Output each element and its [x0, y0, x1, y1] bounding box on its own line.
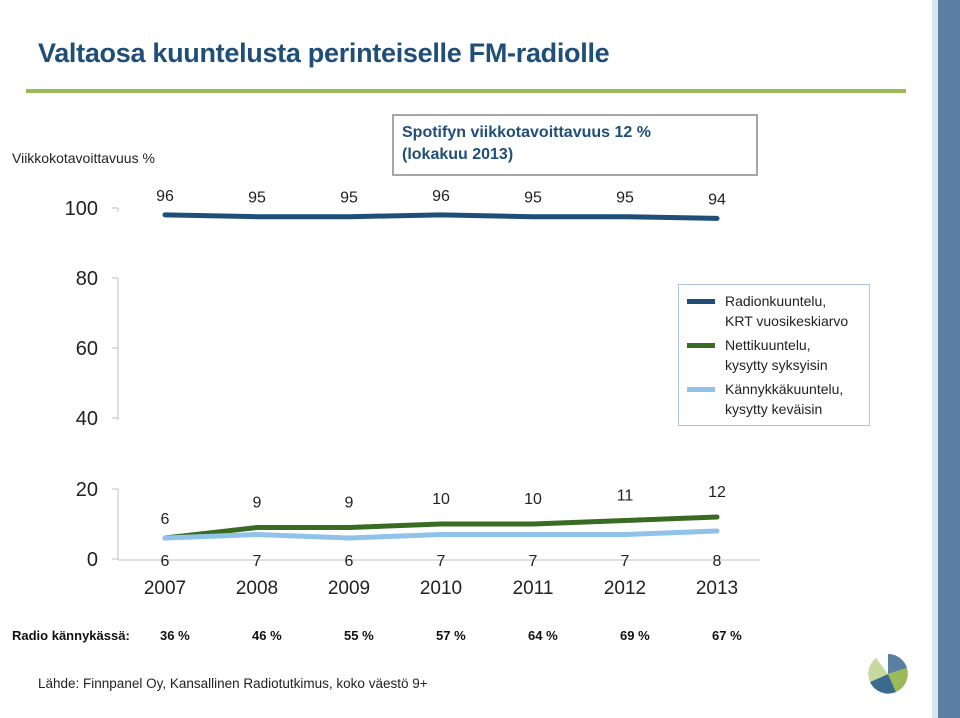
data-label: 95 [524, 190, 542, 207]
data-label: 7 [253, 553, 262, 570]
series-line-0 [162, 212, 720, 221]
data-label: 6 [345, 553, 354, 570]
radio-phone-value: 67 % [712, 628, 742, 643]
x-tick-label: 2013 [696, 578, 738, 599]
x-tick-label: 2012 [604, 578, 646, 599]
spotify-callout: Spotifyn viikkotavoittavuus 12 % (lokaku… [392, 114, 758, 176]
x-tick-label: 2008 [236, 578, 278, 599]
data-label: 96 [432, 188, 450, 205]
data-label: 94 [708, 191, 726, 208]
y-tick-label: 60 [76, 338, 98, 360]
y-tick-label: 20 [76, 479, 98, 501]
radio-phone-value: 55 % [344, 628, 374, 643]
radio-phone-row: Radio kännykässä: 36 % 46 % 55 % 57 % 64… [12, 628, 742, 643]
x-tick-label: 2007 [144, 578, 186, 599]
brand-logo-icon [868, 654, 908, 694]
spotify-callout-line2: (lokakuu 2013) [402, 146, 514, 163]
legend-label-radio-2: KRT vuosikeskiarvo [725, 313, 849, 329]
legend-label-radio-1: Radionkuuntelu, [725, 293, 827, 309]
side-decor-bar [938, 0, 960, 718]
legend-swatch-netti [687, 343, 715, 348]
data-label: 8 [713, 553, 722, 570]
legend-label-kannykka-2: kysytty keväisin [725, 401, 823, 417]
y-tick-label: 80 [76, 268, 98, 290]
y-axis-title: Viikkokotavoittavuus % [12, 150, 155, 166]
spotify-callout-line1: Spotifyn viikkotavoittavuus 12 % [402, 124, 651, 141]
y-tick-label: 0 [87, 549, 98, 571]
data-label: 7 [621, 553, 630, 570]
series-line-2 [162, 528, 720, 541]
slide-title: Valtaosa kuuntelusta perinteiselle FM-ra… [38, 38, 610, 68]
source-note: Lähde: Finnpanel Oy, Kansallinen Radiotu… [38, 676, 428, 691]
series-line-1 [162, 514, 720, 541]
radio-phone-value: 36 % [160, 628, 190, 643]
title-underline [26, 89, 906, 93]
chart-legend: Radionkuuntelu, KRT vuosikeskiarvo Netti… [678, 284, 870, 426]
radio-phone-label: Radio kännykässä: [12, 628, 130, 643]
y-tick-label: 100 [65, 198, 98, 220]
data-label: 10 [432, 491, 450, 508]
legend-swatch-kannykka [687, 387, 715, 392]
radio-phone-value: 57 % [436, 628, 466, 643]
data-label: 9 [345, 495, 354, 512]
legend-label-netti-2: kysytty syksyisin [725, 357, 828, 373]
radio-phone-value: 46 % [252, 628, 282, 643]
data-label: 12 [708, 484, 726, 501]
legend-swatch-radio [687, 299, 715, 304]
data-label: 7 [437, 553, 446, 570]
data-label: 9 [253, 495, 262, 512]
x-tick-label: 2010 [420, 578, 462, 599]
legend-label-kannykka-1: Kännykkäkuuntelu, [725, 381, 844, 397]
data-label: 95 [248, 190, 266, 207]
data-label: 96 [156, 188, 174, 205]
radio-phone-value: 64 % [528, 628, 558, 643]
data-label: 7 [529, 553, 538, 570]
data-label: 6 [161, 511, 170, 528]
y-tick-label: 40 [76, 408, 98, 430]
data-label: 10 [524, 491, 542, 508]
legend-label-netti-1: Nettikuuntelu, [725, 337, 811, 353]
data-label: 11 [617, 488, 634, 505]
x-tick-label: 2011 [513, 578, 554, 599]
side-decor-light [932, 0, 938, 718]
x-tick-label: 2009 [328, 578, 370, 599]
data-label: 95 [616, 190, 634, 207]
data-label: 95 [340, 190, 358, 207]
data-label: 6 [161, 553, 170, 570]
radio-phone-value: 69 % [620, 628, 650, 643]
